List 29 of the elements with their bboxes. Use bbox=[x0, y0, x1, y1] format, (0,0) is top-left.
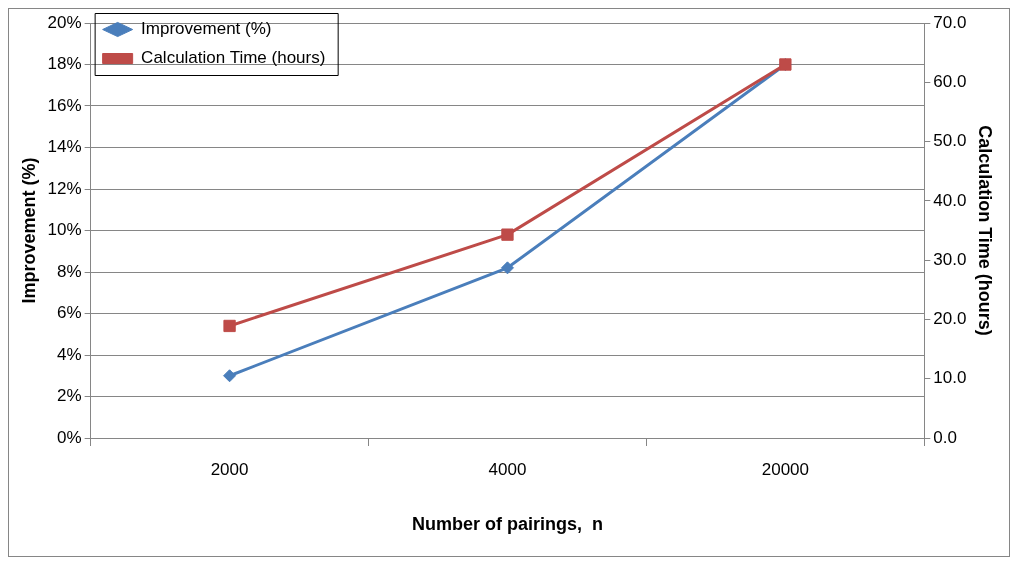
y-tick-label: 8% bbox=[57, 261, 82, 281]
y-tick-label: 18% bbox=[47, 54, 82, 74]
point bbox=[501, 228, 514, 241]
y2-tick-label: 0.0 bbox=[933, 427, 957, 447]
y2-tick-label: 70.0 bbox=[933, 12, 967, 32]
y2-tick-label: 60.0 bbox=[933, 71, 967, 91]
y-tick-label: 10% bbox=[47, 220, 82, 240]
y2-tick-label: 50.0 bbox=[933, 131, 967, 151]
x-tick-label: 20000 bbox=[761, 459, 810, 479]
legend-label: Calculation Time (hours) bbox=[141, 48, 326, 68]
y2-tick-label: 10.0 bbox=[933, 368, 967, 388]
point bbox=[223, 319, 236, 333]
y2-tick-label: 30.0 bbox=[933, 249, 967, 269]
x-axis-title: Number of pairings, n bbox=[411, 514, 603, 535]
y-tick-label: 20% bbox=[47, 12, 82, 32]
y-tick-label: 6% bbox=[57, 303, 82, 323]
y-tick-label: 16% bbox=[47, 95, 82, 115]
y-axis-title: Improvement (%) bbox=[18, 157, 39, 304]
y-tick-label: 14% bbox=[47, 137, 82, 157]
y-tick-label: 2% bbox=[57, 386, 82, 406]
y-tick-label: 0% bbox=[57, 427, 82, 447]
y2-tick-label: 20.0 bbox=[933, 309, 967, 329]
x-tick-label: 2000 bbox=[210, 459, 249, 479]
y-tick-label: 4% bbox=[57, 344, 82, 364]
y2-axis-title: Calculation Time (hours) bbox=[975, 125, 996, 336]
legend-label: Improvement (%) bbox=[141, 19, 272, 39]
y-tick-label: 12% bbox=[47, 178, 82, 198]
x-tick-label: 4000 bbox=[488, 459, 527, 479]
y2-tick-label: 40.0 bbox=[933, 190, 967, 210]
